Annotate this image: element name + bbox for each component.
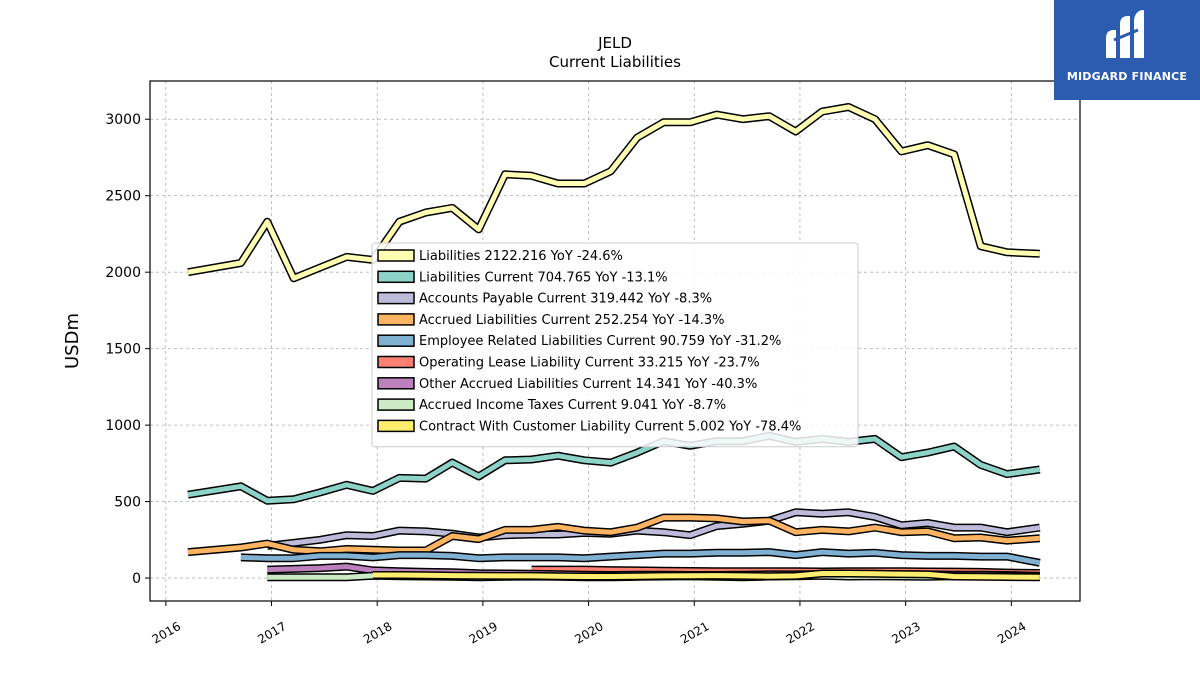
legend-entry: Liabilities 2122.216 YoY -24.6%	[419, 249, 623, 264]
x-tick-label: 2019	[467, 619, 500, 646]
y-tick-label: 500	[114, 495, 141, 511]
series-stroke	[187, 515, 1040, 555]
y-tick-label: 1000	[105, 418, 141, 434]
series-line	[187, 431, 1041, 505]
x-tick-label: 2024	[995, 619, 1028, 646]
legend-entry: Liabilities Current 704.765 YoY -13.1%	[419, 270, 668, 285]
y-tick-label: 1500	[105, 342, 141, 358]
x-axis: 2016 2017 2018 2019 2020 2021 2022 2023 2024	[150, 601, 1029, 647]
y-tick-label: 3000	[105, 112, 141, 128]
midgard-finance-logo: MIDGARD FINANCE	[1054, 0, 1200, 100]
y-tick-label: 2500	[105, 189, 141, 205]
series-stroke	[373, 571, 1040, 580]
x-tick-label: 2021	[678, 619, 711, 646]
logo-text: MIDGARD FINANCE	[1066, 70, 1188, 83]
chart-title: JELD	[597, 34, 632, 52]
x-tick-label: 2022	[784, 619, 817, 646]
legend-box	[371, 242, 859, 448]
legend-entry: Accrued Income Taxes Current 9.041 YoY -…	[419, 398, 726, 413]
series-stroke	[240, 549, 1041, 566]
series-line	[373, 569, 1040, 582]
legend-entry: Other Accrued Liabilities Current 14.341…	[419, 377, 757, 392]
x-tick-label: 2017	[255, 619, 288, 646]
legend-swatch	[377, 334, 415, 347]
series-stroke	[187, 104, 1040, 281]
chart-subtitle: Current Liabilities	[549, 53, 681, 71]
legend-swatch	[377, 270, 415, 284]
series-stroke	[187, 433, 1041, 504]
y-tick-label: 2000	[105, 265, 141, 281]
legend-swatch	[377, 355, 415, 369]
legend-entry: Contract With Customer Liability Current…	[419, 419, 801, 434]
legend-entry: Accounts Payable Current 319.442 YoY -8.…	[419, 292, 712, 307]
x-tick-label: 2020	[572, 619, 605, 646]
legend-swatch	[377, 291, 415, 305]
legend-swatch	[377, 398, 415, 411]
legend-swatch	[377, 313, 415, 326]
series-stroke	[267, 509, 1041, 549]
legend-swatch	[377, 377, 415, 390]
x-tick-label: 2023	[889, 619, 922, 646]
series-line	[187, 513, 1041, 557]
legend-entry: Accrued Liabilities Current 252.254 YoY …	[419, 313, 725, 328]
logo-mark-icon	[1106, 10, 1144, 58]
series-line	[187, 103, 1040, 283]
legend-entry: Operating Lease Liability Current 33.215…	[419, 356, 760, 371]
plot-frame	[149, 80, 1081, 602]
y-axis-label: USDm	[62, 313, 83, 369]
y-axis: 0 500 1000 1500 2000 2500 3000	[105, 112, 150, 587]
legend-swatch	[377, 419, 415, 433]
legend-entry: Employee Related Liabilities Current 90.…	[419, 334, 781, 349]
legend-swatch	[377, 249, 415, 262]
series-line	[266, 508, 1041, 550]
x-tick-label: 2018	[361, 619, 394, 646]
series-line	[240, 548, 1041, 567]
x-tick-label: 2016	[150, 619, 183, 646]
series-layer	[187, 103, 1041, 582]
y-tick-label: 0	[132, 571, 141, 587]
legend: Liabilities 2122.216 YoY -24.6% Liabiliti…	[371, 242, 859, 448]
